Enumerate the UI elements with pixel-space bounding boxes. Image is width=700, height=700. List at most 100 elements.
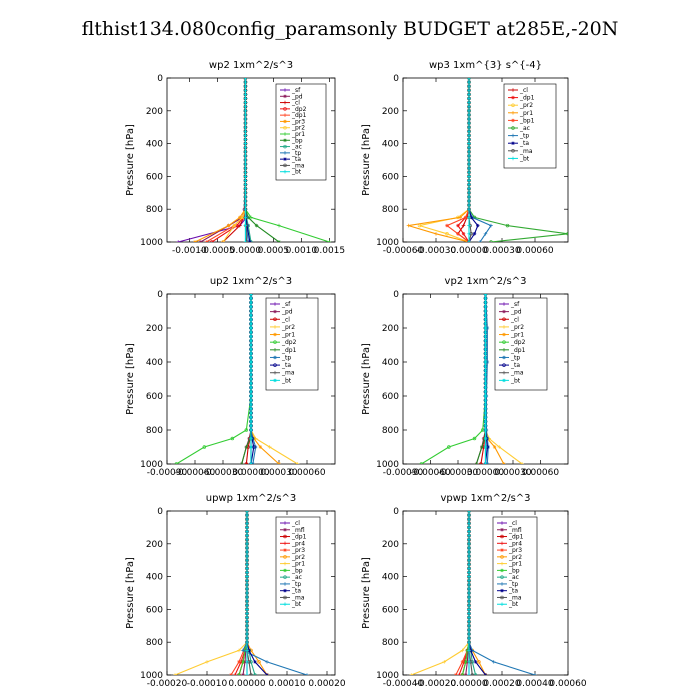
legend-marker bbox=[283, 602, 287, 607]
data-point bbox=[474, 462, 479, 464]
data-point bbox=[467, 619, 471, 624]
y-tick-label: 600 bbox=[382, 172, 399, 182]
data-point bbox=[245, 550, 249, 554]
legend-entry: _dp2 bbox=[291, 106, 307, 113]
y-tick-label: 600 bbox=[146, 172, 163, 182]
data-point bbox=[467, 174, 471, 179]
data-point bbox=[243, 80, 248, 84]
data-point bbox=[245, 636, 249, 640]
series-line-sf bbox=[178, 78, 248, 242]
data-point bbox=[245, 640, 249, 644]
data-point bbox=[243, 113, 248, 117]
legend-entry: _ta bbox=[510, 362, 520, 369]
data-point bbox=[483, 360, 488, 364]
data-point bbox=[483, 389, 488, 394]
data-point bbox=[243, 92, 248, 97]
data-point bbox=[467, 232, 471, 236]
x-tick-label: 0.00060 bbox=[516, 246, 553, 256]
data-point bbox=[248, 240, 252, 242]
legend-entry: _pr3 bbox=[291, 118, 305, 125]
data-point bbox=[249, 351, 253, 356]
data-point bbox=[483, 232, 488, 236]
legend-entry: _dp1 bbox=[291, 112, 307, 119]
data-point bbox=[277, 223, 281, 228]
series-line-pr2 bbox=[222, 78, 246, 242]
data-point bbox=[467, 129, 471, 134]
legend-marker bbox=[283, 88, 287, 92]
data-point bbox=[249, 347, 253, 352]
data-point bbox=[237, 648, 241, 653]
data-point bbox=[245, 533, 249, 538]
data-point bbox=[467, 599, 471, 603]
chart-title: vp2 1xm^2/s^3 bbox=[445, 276, 527, 287]
data-point bbox=[483, 347, 488, 352]
data-point bbox=[265, 673, 269, 675]
y-tick-label: 400 bbox=[382, 573, 399, 583]
data-point bbox=[485, 326, 490, 330]
x-tick-label: 0.00040 bbox=[516, 679, 553, 689]
y-tick-label: 0 bbox=[393, 507, 399, 517]
chart-title: upwp 1xm^2/s^3 bbox=[206, 493, 296, 504]
legend-box bbox=[494, 297, 548, 391]
y-tick-label: 800 bbox=[146, 426, 163, 436]
legend-marker bbox=[511, 141, 515, 145]
data-point bbox=[226, 223, 231, 228]
y-tick-label: 1000 bbox=[140, 671, 163, 681]
data-point bbox=[249, 406, 253, 411]
data-point bbox=[454, 673, 458, 675]
legend-entry: _tp bbox=[519, 133, 529, 140]
data-point bbox=[485, 360, 490, 364]
data-point bbox=[249, 364, 253, 369]
chart-title: wp2 1xm^2/s^3 bbox=[209, 60, 293, 71]
data-point bbox=[243, 215, 248, 220]
data-point bbox=[243, 162, 248, 166]
legend-entry: _dp2 bbox=[510, 339, 526, 346]
legend-entry: _pr1 bbox=[519, 110, 533, 117]
x-tick-label: -0.00060 bbox=[410, 468, 451, 478]
legend-entry: _pr2 bbox=[291, 125, 305, 132]
data-point bbox=[243, 648, 247, 653]
y-tick-label: 800 bbox=[382, 426, 399, 436]
legend-entry: _sf bbox=[291, 87, 301, 94]
data-point bbox=[463, 673, 468, 675]
legend-marker bbox=[283, 169, 287, 174]
data-point bbox=[249, 402, 253, 407]
data-point bbox=[244, 462, 249, 464]
data-point bbox=[173, 673, 177, 675]
legend-marker bbox=[273, 302, 277, 306]
y-tick-label: 800 bbox=[146, 638, 163, 648]
legend-entry: _cl bbox=[508, 520, 517, 527]
data-point bbox=[210, 240, 214, 242]
x-tick-label: 0.00030 bbox=[260, 468, 297, 478]
data-point bbox=[241, 660, 245, 664]
legend-marker bbox=[273, 332, 277, 337]
legend-entry: _bp bbox=[291, 137, 303, 144]
data-point bbox=[467, 100, 471, 105]
legend-entry: _dp1 bbox=[519, 95, 535, 102]
legend-entry: _tp bbox=[281, 354, 291, 361]
data-point bbox=[327, 240, 332, 242]
legend-entry: _ac bbox=[291, 574, 302, 581]
data-point bbox=[243, 133, 248, 138]
legend-marker bbox=[511, 133, 515, 138]
x-tick-label: 0.00000 bbox=[450, 679, 487, 689]
legend-entry: _pr1 bbox=[291, 561, 305, 568]
legend-marker bbox=[283, 113, 287, 117]
legend-entry: _pr3 bbox=[508, 547, 522, 554]
data-point bbox=[249, 436, 253, 441]
data-point bbox=[277, 462, 281, 464]
legend-entry: _pr1 bbox=[508, 561, 522, 568]
data-point bbox=[463, 660, 468, 664]
legend-entry: _ma bbox=[291, 162, 305, 169]
legend-marker bbox=[502, 378, 506, 383]
data-point bbox=[467, 154, 471, 158]
data-point bbox=[241, 648, 245, 653]
data-point bbox=[483, 436, 488, 441]
legend: _sf_pd_cl_pr2_pr1_dp2_dp1_tp_ta_ma_bt bbox=[265, 297, 319, 391]
data-point bbox=[267, 445, 272, 449]
data-point bbox=[483, 385, 488, 390]
legend-entry: _dp2 bbox=[281, 339, 297, 346]
data-point bbox=[249, 673, 253, 675]
series-group bbox=[173, 511, 309, 675]
data-point bbox=[483, 462, 488, 464]
